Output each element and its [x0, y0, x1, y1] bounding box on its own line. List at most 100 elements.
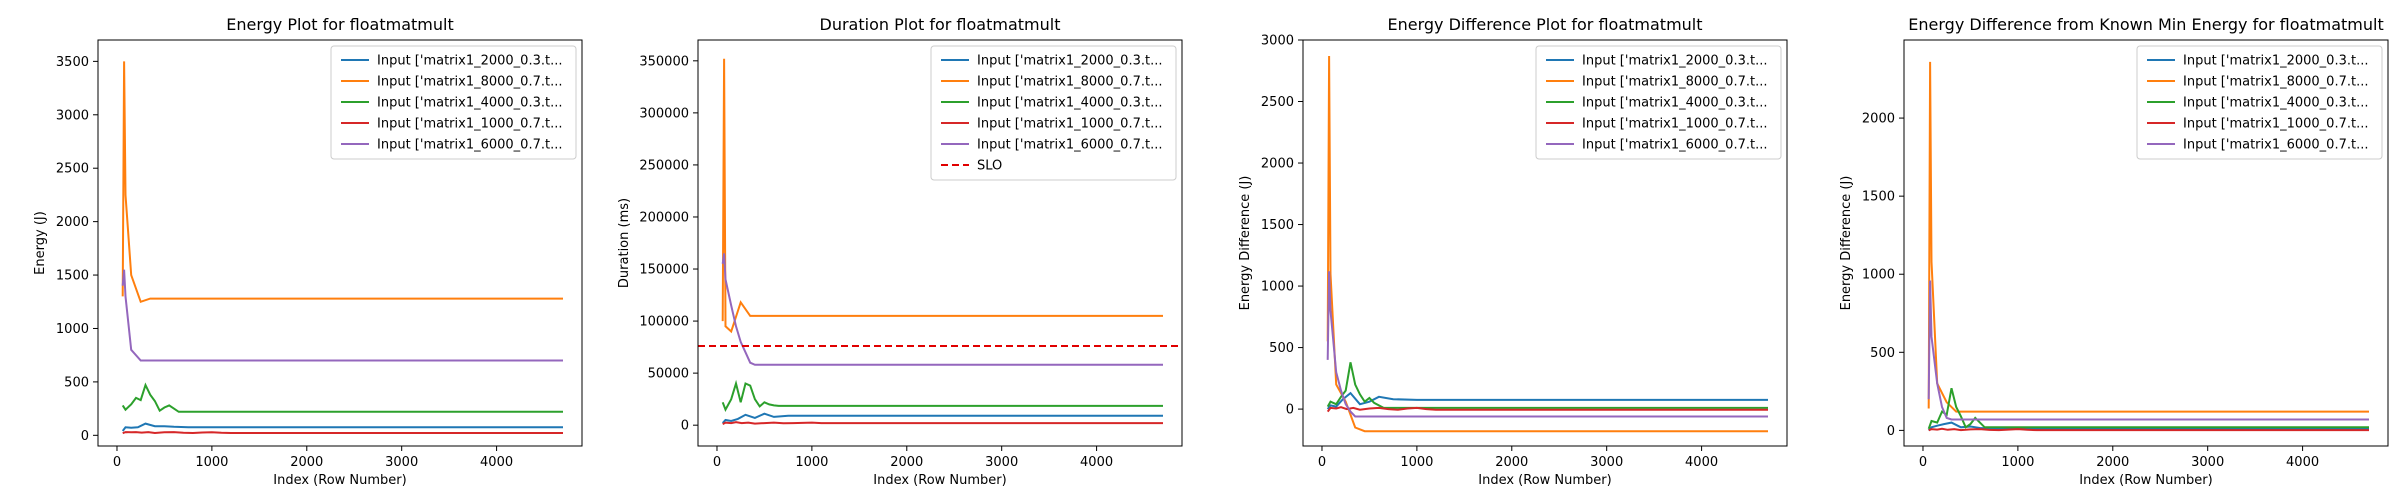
legend-label: Input ['matrix1_8000_0.7.t... [1582, 75, 1767, 90]
y-axis-label: Energy (J) [33, 211, 48, 275]
chart-title: Duration Plot for floatmatmult [820, 15, 1061, 34]
legend-box [2136, 45, 2383, 160]
series-line-3 [721, 379, 1163, 412]
series-line-5 [1927, 280, 2369, 421]
legend-label: Input ['matrix1_4000_0.3.t... [1582, 96, 1767, 111]
series-line-2 [721, 58, 1163, 334]
x-tick-label: 3000 [2191, 455, 2224, 470]
chart-panel-3: Energy Difference Plot for floatmatmult 0… [1238, 15, 1788, 488]
legend-label: Input ['matrix1_6000_0.7.t... [1582, 138, 1767, 153]
legend-label: Input ['matrix1_2000_0.3.t... [377, 54, 562, 69]
chart-title: Energy Difference from Known Min Energy … [1908, 15, 2383, 34]
legend-box [330, 45, 577, 160]
y-tick-label: 1000 [56, 322, 89, 337]
x-tick-label: 0 [113, 455, 121, 470]
legend-label: Input ['matrix1_2000_0.3.t... [977, 54, 1162, 69]
chart-title: Energy Plot for floatmatmult [226, 15, 453, 34]
series-line-2 [1927, 61, 2369, 413]
x-tick-label: 4000 [480, 455, 513, 470]
legend-label: Input ['matrix1_2000_0.3.t... [2183, 54, 2368, 69]
x-tick-label: 4000 [2286, 455, 2319, 470]
y-tick-label: 200000 [639, 210, 689, 225]
legend-label: Input ['matrix1_1000_0.7.t... [1582, 117, 1767, 132]
y-tick-label: 3500 [56, 55, 89, 70]
plot-frame [1302, 39, 1788, 447]
y-tick-label: 3000 [1261, 34, 1294, 49]
legend-label: Input ['matrix1_8000_0.7.t... [2183, 75, 2368, 90]
plot-frame [697, 39, 1183, 447]
x-tick-label: 2000 [2096, 455, 2129, 470]
legend-label: Input ['matrix1_6000_0.7.t... [2183, 138, 2368, 153]
legend-label: Input ['matrix1_1000_0.7.t... [977, 117, 1162, 132]
y-tick-label: 2500 [56, 162, 89, 177]
x-tick-label: 0 [713, 455, 721, 470]
x-tick-label: 3000 [985, 455, 1018, 470]
y-tick-label: 1500 [1862, 190, 1895, 205]
legend-label: Input ['matrix1_8000_0.7.t... [377, 75, 562, 90]
x-tick-label: 1000 [195, 455, 228, 470]
series-line-3 [1927, 387, 2369, 430]
x-tick-label: 3000 [1590, 455, 1623, 470]
y-tick-label: 150000 [639, 263, 689, 278]
y-tick-label: 1500 [56, 269, 89, 284]
y-tick-label: 1000 [1862, 268, 1895, 283]
series-line-5 [121, 269, 563, 362]
legend-label: Input ['matrix1_4000_0.3.t... [377, 96, 562, 111]
y-tick-label: 2000 [1261, 157, 1294, 172]
legend: Input ['matrix1_2000_0.3.t... Input ['mat… [330, 45, 577, 160]
x-tick-label: 2000 [1495, 455, 1528, 470]
legend-label: Input ['matrix1_6000_0.7.t... [977, 138, 1162, 153]
legend-label: Input ['matrix1_4000_0.3.t... [977, 96, 1162, 111]
y-tick-label: 0 [1887, 424, 1895, 439]
y-tick-label: 100000 [639, 315, 689, 330]
legend-label: Input ['matrix1_4000_0.3.t... [2183, 96, 2368, 111]
chart-panel-2: Duration Plot for floatmatmult 0 1000 2000 3… [617, 15, 1183, 488]
y-tick-label: 0 [681, 419, 689, 434]
y-tick-label: 500 [1269, 341, 1294, 356]
x-axis-label: Index (Row Number) [2079, 473, 2212, 488]
y-axis-label: Energy Difference (J) [1238, 176, 1253, 311]
series-line-4 [122, 431, 563, 435]
chart-title: Energy Difference Plot for floatmatmult [1387, 15, 1702, 34]
x-tick-label: 2000 [890, 455, 923, 470]
x-axis-label: Index (Row Number) [873, 473, 1006, 488]
y-tick-label: 0 [1286, 403, 1294, 418]
series-line-1 [1326, 391, 1768, 410]
chart-panel-4: Energy Difference from Known Min Energy … [1839, 15, 2389, 488]
series-line-4 [722, 421, 1163, 425]
legend: Input ['matrix1_2000_0.3.t... Input ['mat… [930, 45, 1177, 181]
series-line-3 [1326, 362, 1768, 409]
legend-box [1535, 45, 1782, 160]
y-tick-label: 1000 [1261, 280, 1294, 295]
x-tick-label: 2000 [290, 455, 323, 470]
y-axis-label: Duration (ms) [617, 198, 632, 288]
series-line-1 [721, 412, 1163, 424]
y-tick-label: 500 [1870, 346, 1895, 361]
series-line-1 [121, 422, 563, 432]
y-tick-label: 350000 [639, 54, 689, 69]
x-axis-label: Index (Row Number) [273, 473, 406, 488]
y-tick-label: 300000 [639, 106, 689, 121]
y-tick-label: 2000 [1862, 112, 1895, 127]
legend: Input ['matrix1_2000_0.3.t... Input ['mat… [1535, 45, 1782, 160]
series-line-4 [1928, 427, 2369, 432]
legend-box [930, 45, 1177, 181]
series-line-5 [1326, 271, 1768, 418]
y-tick-label: 50000 [648, 367, 689, 382]
x-tick-label: 1000 [1400, 455, 1433, 470]
series-line-2 [121, 61, 563, 304]
series-line-4 [1326, 406, 1768, 413]
y-tick-label: 2500 [1261, 95, 1294, 110]
x-tick-label: 4000 [1685, 455, 1718, 470]
y-tick-label: 3000 [56, 108, 89, 123]
legend-label: Input ['matrix1_2000_0.3.t... [1582, 54, 1767, 69]
series-line-5 [721, 253, 1163, 366]
legend-label: Input ['matrix1_1000_0.7.t... [2183, 117, 2368, 132]
y-tick-label: 2000 [56, 215, 89, 230]
plot-frame [97, 39, 583, 447]
y-tick-label: 500 [64, 375, 89, 390]
series-line-3 [121, 382, 563, 413]
y-axis-label: Energy Difference (J) [1839, 176, 1854, 311]
legend-label: Input ['matrix1_8000_0.7.t... [977, 75, 1162, 90]
x-tick-label: 3000 [385, 455, 418, 470]
